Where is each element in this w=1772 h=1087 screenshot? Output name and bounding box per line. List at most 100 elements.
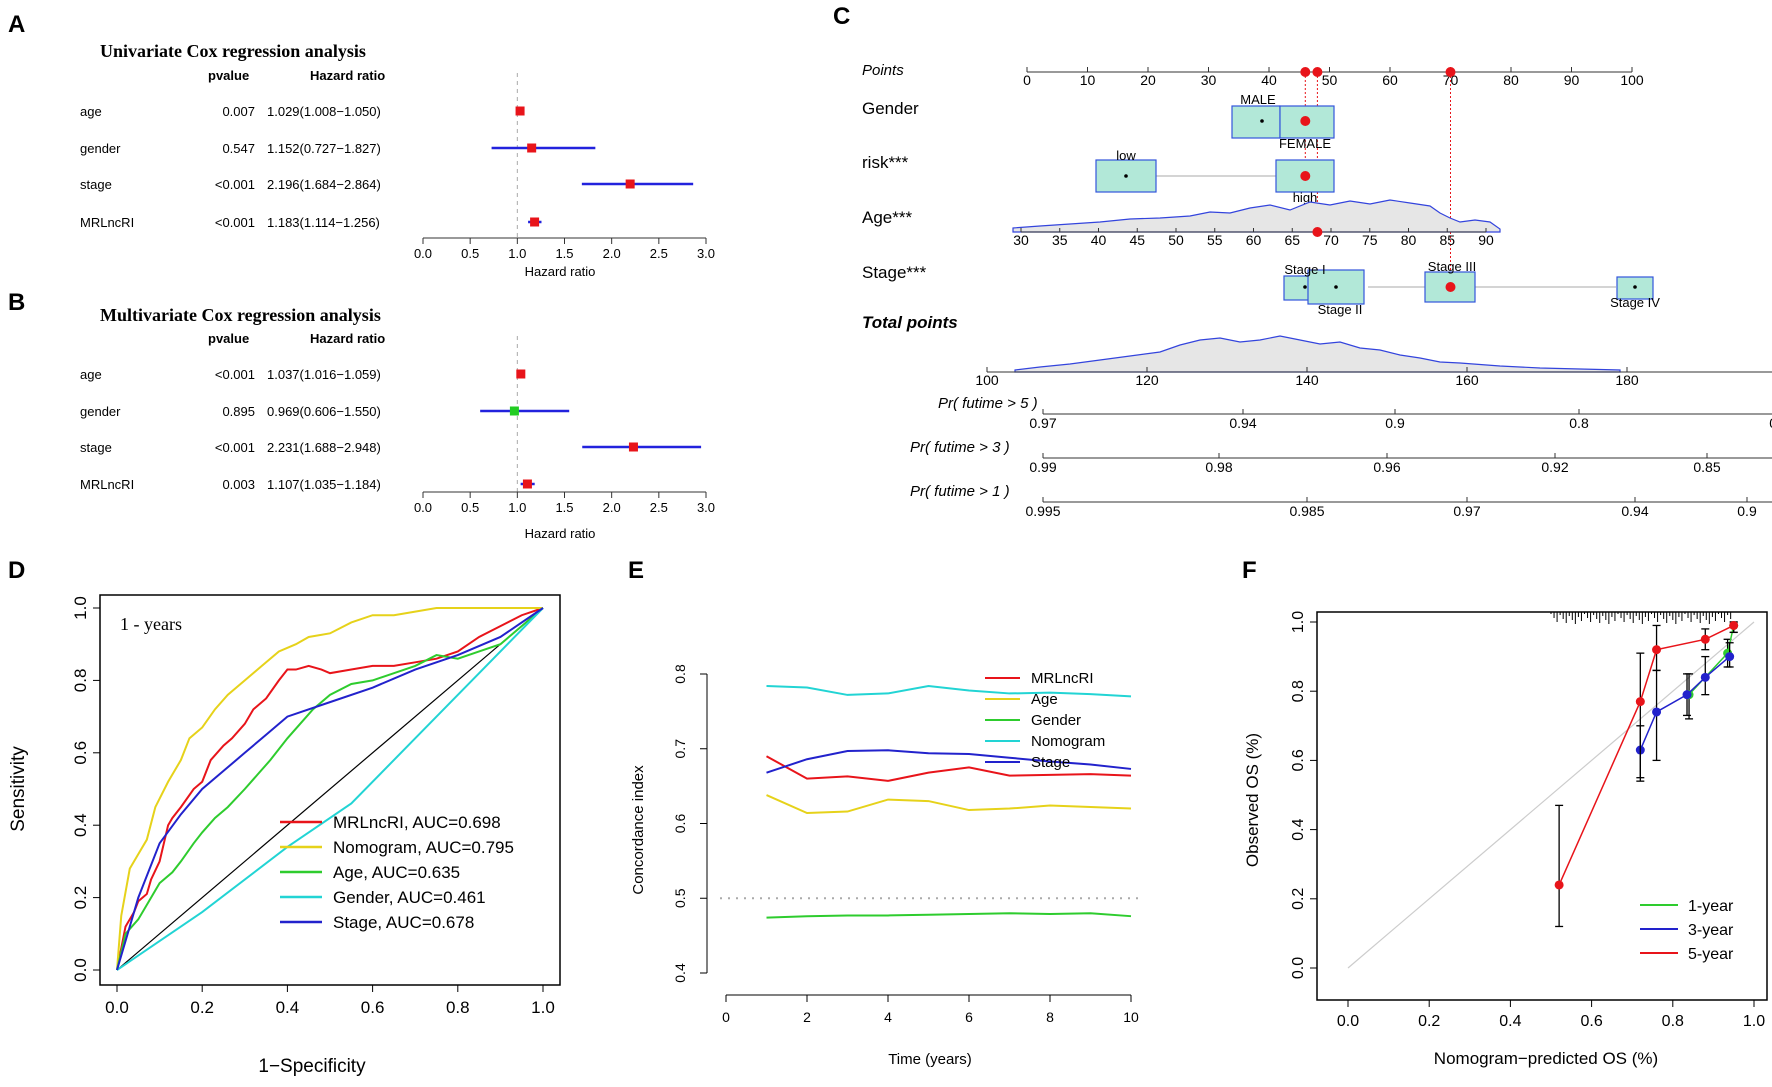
panel-a-row-pvalue: <0.001: [215, 177, 255, 192]
nomogram-prob-tick-label: 0.98: [1205, 459, 1232, 475]
panel-b-row-label: age: [80, 367, 102, 382]
cindex-series-line: [766, 794, 1132, 815]
panel-b-hr-point: [516, 369, 526, 379]
roc-title: 1 - years: [120, 614, 182, 634]
nomogram-total-tick-label: 120: [1135, 372, 1159, 388]
panel-a-row-label: MRLncRI: [80, 215, 134, 230]
calibration-x-tick-label: 0.0: [1337, 1013, 1359, 1030]
nomogram-age-tick-label: 50: [1168, 232, 1184, 248]
panel-b-title: Multivariate Cox regression analysis: [100, 305, 381, 325]
calibration-point: [1725, 652, 1735, 662]
roc-y-tick-label: 0.6: [71, 741, 90, 765]
calibration-point: [1700, 634, 1710, 644]
panel-b-x-tick-label: 1.5: [555, 500, 573, 515]
nomogram-risk-low-label: low: [1116, 148, 1136, 163]
panel-letter-d: D: [8, 557, 25, 584]
panel-letter-a: A: [8, 11, 25, 38]
panel-e-c-index: Time (years) Concordance index 0.4 0.5 0.6…: [630, 664, 1140, 1068]
calibration-x-tick-label: 0.2: [1418, 1013, 1440, 1030]
cindex-legend-label: Age: [1031, 691, 1058, 708]
nomogram-age-tick-label: 45: [1129, 232, 1145, 248]
nomogram-points-marker: [1312, 67, 1323, 77]
panel-a-row-pvalue: 0.547: [222, 141, 255, 156]
roc-x-tick-label: 0.0: [105, 998, 129, 1017]
panel-b-x-tick-label: 2.5: [650, 500, 668, 515]
nomogram-risk-label: risk***: [862, 153, 909, 172]
calibration-ylabel: Observed OS (%): [1243, 733, 1262, 867]
panel-a-row-label: gender: [80, 141, 121, 156]
panel-b-hr-point: [509, 406, 519, 416]
nomogram-age-density: [1012, 199, 1501, 233]
panel-a-forest-plot: Univariate Cox regression analysis pvalu…: [80, 41, 715, 279]
roc-y-tick-label: 0.4: [71, 813, 90, 837]
cindex-series-line: [766, 912, 1132, 919]
nomogram-age-tick-label: 40: [1091, 232, 1107, 248]
nomogram-age-tick-label: 55: [1207, 232, 1223, 248]
cindex-y-tick-label: 0.8: [672, 664, 688, 684]
panel-a-x-tick-label: 3.0: [697, 246, 715, 261]
panel-a-pvalue-header: pvalue: [208, 68, 249, 83]
calibration-legend-label: 3-year: [1688, 922, 1734, 939]
nomogram-gender-marker: [1300, 116, 1311, 126]
nomogram-prob-tick-label: 0.8: [1569, 415, 1589, 431]
nomogram-points-tick-label: 70: [1443, 72, 1459, 88]
nomogram-age-tick-label: 90: [1478, 232, 1494, 248]
roc-y-tick-label: 0.2: [71, 886, 90, 910]
calibration-y-tick-label: 0.0: [1290, 957, 1307, 979]
calibration-xlabel: Nomogram−predicted OS (%): [1434, 1049, 1658, 1068]
panel-a-row-hr-text: 1.183(1.114−1.256): [267, 215, 380, 230]
nomogram-total-tick-label: 100: [975, 372, 999, 388]
nomogram-stage-label: Stage III: [1428, 259, 1476, 274]
nomogram-points-label: Points: [862, 62, 904, 79]
panel-a-x-tick-label: 0.0: [414, 246, 432, 261]
panel-b-row-label: stage: [80, 440, 112, 455]
panel-b-row-pvalue: <0.001: [215, 367, 255, 382]
panel-b-row-hr-text: 2.231(1.688−2.948): [267, 440, 381, 455]
nomogram-risk-marker: [1300, 171, 1311, 181]
nomogram-stage-label: Stage***: [862, 263, 927, 282]
panel-f-calibration: Nomogram−predicted OS (%) Observed OS (%…: [1243, 611, 1768, 1068]
cindex-legend-label: Nomogram: [1031, 733, 1105, 750]
calibration-legend-label: 5-year: [1688, 946, 1734, 963]
roc-series-line: [116, 607, 544, 971]
calibration-y-tick-label: 0.6: [1290, 749, 1307, 771]
cindex-legend-label: Gender: [1031, 712, 1081, 729]
nomogram-prob-tick-label: 0.9: [1385, 415, 1405, 431]
panel-a-x-tick-label: 1.5: [555, 246, 573, 261]
cindex-y-tick-label: 0.7: [672, 739, 688, 759]
calibration-point: [1729, 620, 1739, 630]
nomogram-prob-tick-label: 0.995: [1025, 503, 1060, 519]
panel-b-x-tick-label: 0.5: [461, 500, 479, 515]
cindex-x-tick-label: 8: [1046, 1009, 1054, 1025]
cindex-x-tick-label: 10: [1123, 1009, 1139, 1025]
panel-a-hr-header: Hazard ratio: [310, 68, 385, 83]
panel-b-x-tick-label: 1.0: [508, 500, 526, 515]
nomogram-points-marker: [1300, 67, 1311, 77]
panel-b-row-hr-text: 0.969(0.606−1.550): [267, 404, 381, 419]
calibration-point: [1652, 645, 1662, 655]
panel-a-title: Univariate Cox regression analysis: [100, 41, 366, 61]
panel-b-row-label: gender: [80, 404, 121, 419]
panel-letter-c: C: [833, 3, 850, 30]
cindex-x-tick-label: 6: [965, 1009, 973, 1025]
nomogram-prob-label: Pr( futime > 5 ): [938, 395, 1038, 412]
calibration-point: [1700, 672, 1710, 682]
nomogram-points-tick-label: 0: [1023, 72, 1031, 88]
calibration-point: [1652, 707, 1662, 717]
roc-series-line: [116, 607, 544, 971]
nomogram-age-tick-label: 70: [1323, 232, 1339, 248]
calibration-ideal-line: [1347, 621, 1755, 969]
cindex-x-tick-label: 2: [803, 1009, 811, 1025]
roc-ylabel: Sensitivity: [8, 746, 29, 832]
roc-x-tick-label: 0.6: [361, 998, 385, 1017]
nomogram-points-tick-label: 30: [1201, 72, 1217, 88]
nomogram-gender-dot: [1260, 119, 1264, 123]
panel-a-row-pvalue: <0.001: [215, 215, 255, 230]
cindex-ylabel: Concordance index: [630, 765, 647, 895]
calibration-y-tick-label: 0.8: [1290, 680, 1307, 702]
calibration-point: [1554, 880, 1564, 890]
nomogram-prob-tick-label: 0.92: [1541, 459, 1568, 475]
nomogram-age-label: Age***: [862, 208, 912, 227]
nomogram-total-tick-label: 140: [1295, 372, 1319, 388]
nomogram-points-tick-label: 10: [1080, 72, 1096, 88]
